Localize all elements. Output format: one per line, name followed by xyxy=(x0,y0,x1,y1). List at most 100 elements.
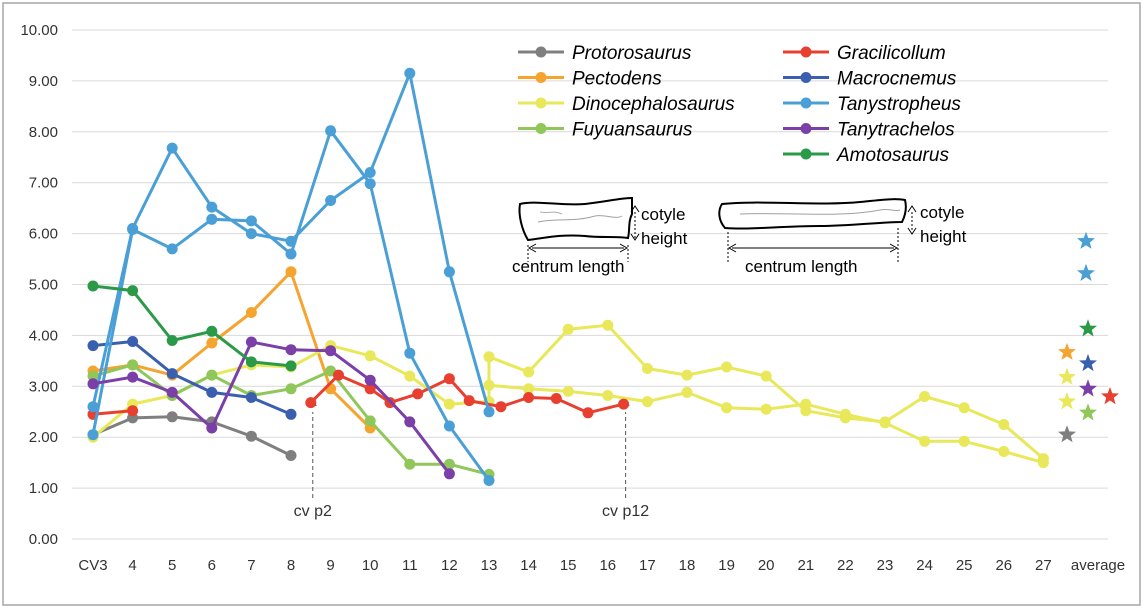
x-tick-label: 16 xyxy=(599,557,616,574)
data-point xyxy=(443,398,455,410)
series-line xyxy=(309,373,624,415)
data-point xyxy=(166,142,178,154)
right-vertebra-drawing xyxy=(718,198,917,262)
data-point xyxy=(582,407,594,419)
x-tick-label: 5 xyxy=(168,557,176,574)
legend-label: Protorosaurus xyxy=(572,43,692,64)
data-point xyxy=(285,360,297,372)
x-tick-label: 11 xyxy=(402,557,418,574)
series-tanytrachelos xyxy=(87,336,455,480)
x-tick-label: average xyxy=(1071,557,1125,574)
average-star xyxy=(1079,379,1097,397)
x-tick-label: 9 xyxy=(326,557,334,574)
series-gracilicollum xyxy=(87,369,630,420)
legend-label: Tanystropheus xyxy=(837,94,961,115)
data-point xyxy=(562,323,574,335)
data-point xyxy=(87,280,99,292)
legend: Protorosaurus Pectodens Dinocephalosaurus F… xyxy=(518,43,961,166)
data-point xyxy=(206,386,218,398)
data-point xyxy=(483,475,495,486)
left-centrum-length-label: centrum length xyxy=(512,257,624,276)
legend-label: Gracilicollum xyxy=(837,43,946,64)
data-point xyxy=(618,398,630,410)
data-point xyxy=(443,266,455,278)
legend-swatch-marker xyxy=(800,97,812,109)
series-line xyxy=(92,340,292,416)
data-point xyxy=(800,398,812,410)
data-point xyxy=(166,386,178,398)
y-axis: 0.00 1.00 2.00 3.00 4.00 5.00 6.00 7.00 8.00 9.00… xyxy=(20,22,58,548)
data-point xyxy=(721,361,733,373)
data-point xyxy=(443,373,455,385)
series-fuyuansaurus xyxy=(87,359,495,480)
y-tick-label: 4.00 xyxy=(29,327,58,344)
legend-item-fuyuansaurus: Fuyuansaurus xyxy=(518,120,693,141)
data-point xyxy=(285,450,297,461)
legend-swatch-marker xyxy=(800,72,812,83)
data-point xyxy=(285,383,297,395)
data-point xyxy=(285,266,297,278)
data-point xyxy=(245,356,257,368)
x-tick-label: 4 xyxy=(128,557,136,574)
data-point xyxy=(87,429,99,441)
data-point xyxy=(364,415,376,427)
data-point xyxy=(483,379,495,391)
data-point xyxy=(602,390,614,401)
legend-swatch-marker xyxy=(535,97,547,109)
data-point xyxy=(919,391,931,402)
data-point xyxy=(333,369,344,381)
x-tick-label: 7 xyxy=(247,557,255,574)
x-tick-label: 18 xyxy=(679,557,696,574)
data-point xyxy=(325,125,337,137)
data-point xyxy=(404,370,416,382)
y-tick-label: 7.00 xyxy=(29,175,58,192)
data-point xyxy=(206,325,218,337)
data-point xyxy=(166,411,178,423)
data-point xyxy=(1037,457,1049,469)
gridlines xyxy=(72,29,1108,540)
data-point xyxy=(305,397,317,409)
data-point xyxy=(325,195,337,206)
y-tick-label: 9.00 xyxy=(29,73,58,90)
average-star xyxy=(1079,353,1097,372)
data-point xyxy=(562,385,574,397)
data-point xyxy=(245,307,257,318)
data-point xyxy=(958,402,970,414)
legend-swatch-marker xyxy=(800,123,812,134)
data-point xyxy=(998,419,1010,430)
legend-label: Tanytrachelos xyxy=(837,120,955,141)
y-tick-label: 10.00 xyxy=(20,22,58,39)
data-point xyxy=(245,228,257,240)
data-point xyxy=(206,337,218,349)
data-point xyxy=(325,345,337,357)
data-point xyxy=(364,383,376,395)
legend-item-tanytrachelos: Tanytrachelos xyxy=(783,120,955,141)
right-height-label: height xyxy=(920,227,967,246)
legend-item-tanystropheus: Tanystropheus xyxy=(783,94,961,115)
legend-label: Amotosaurus xyxy=(836,145,949,166)
data-point xyxy=(998,446,1010,457)
data-point xyxy=(495,401,507,413)
y-tick-label: 1.00 xyxy=(29,480,58,497)
data-point xyxy=(443,458,455,470)
series-line xyxy=(92,270,372,430)
data-point xyxy=(87,370,99,382)
data-point xyxy=(463,395,475,407)
x-tick-label: 24 xyxy=(916,557,933,574)
series-macrocnemus xyxy=(87,336,297,420)
legend-label: Dinocephalosaurus xyxy=(572,94,735,115)
data-point xyxy=(443,468,455,480)
legend-swatch-marker xyxy=(535,72,547,83)
data-point xyxy=(550,393,562,404)
data-point xyxy=(721,402,733,414)
vertebra-inset: cotyle height centrum length cotyle heig… xyxy=(512,196,967,276)
data-point xyxy=(127,359,139,371)
legend-item-macrocnemus: Macrocnemus xyxy=(783,69,957,90)
x-tick-label: 23 xyxy=(877,557,894,574)
data-point xyxy=(483,406,495,418)
series-line xyxy=(92,415,292,457)
data-point xyxy=(364,350,376,362)
data-point xyxy=(879,417,891,429)
x-tick-label: 13 xyxy=(481,557,498,574)
